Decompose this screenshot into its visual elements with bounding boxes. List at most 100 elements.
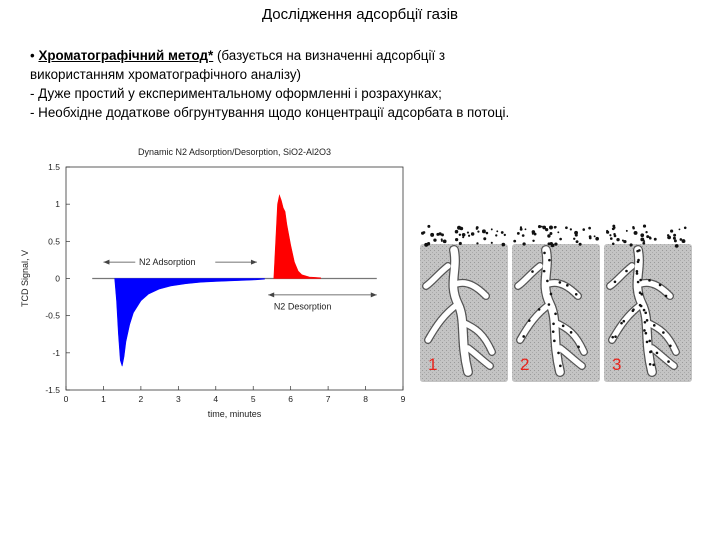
adsorbed-molecule: [559, 364, 562, 368]
gas-molecule: [640, 237, 645, 242]
gas-molecule: [421, 231, 425, 235]
adsorbed-molecule: [557, 351, 560, 355]
gas-molecule: [490, 241, 493, 244]
gas-molecule: [573, 237, 576, 240]
gas-molecule: [646, 235, 650, 239]
gas-molecule: [438, 232, 442, 236]
gas-molecule: [547, 242, 551, 246]
gas-molecule: [477, 230, 480, 233]
gas-molecule: [613, 234, 617, 238]
y-tick-label: -1: [52, 348, 60, 358]
adsorbed-molecule: [635, 272, 639, 275]
gas-molecule: [522, 242, 526, 246]
pore-branch: [607, 263, 635, 289]
desorption-arrowhead-left: [268, 292, 275, 298]
gas-molecule: [427, 243, 430, 246]
gas-molecule: [496, 230, 499, 233]
text-line-2: використанням хроматографічного аналізу): [30, 67, 302, 82]
adsorbed-molecule: [613, 280, 617, 284]
y-tick-label: 0.5: [48, 236, 60, 246]
y-tick-label: 1.5: [48, 162, 60, 172]
adsorbed-molecule: [658, 283, 662, 287]
gas-molecule: [621, 239, 624, 242]
adsorbed-molecule: [527, 319, 531, 322]
gas-molecule: [666, 234, 670, 237]
x-tick-label: 9: [401, 394, 406, 404]
adsorbed-molecule: [636, 280, 640, 284]
gas-molecule: [470, 232, 475, 236]
text-line-4: - Необхідне додаткове обгрунтування щодо…: [30, 105, 510, 120]
gas-molecule: [643, 240, 646, 243]
adsorbed-molecule: [642, 308, 646, 312]
x-tick-label: 3: [176, 394, 181, 404]
x-tick-label: 2: [139, 394, 144, 404]
gas-molecule: [441, 233, 444, 237]
gas-molecule: [679, 238, 683, 241]
x-tick-label: 0: [64, 394, 69, 404]
gas-molecule: [670, 229, 674, 233]
adsorption-label-bg: [135, 254, 216, 271]
pore-branch: [453, 280, 489, 299]
gas-molecule: [648, 236, 651, 239]
x-tick-label: 8: [363, 394, 368, 404]
gas-molecule: [596, 238, 599, 241]
adsorbed-molecule: [637, 258, 640, 262]
gas-molecule: [433, 238, 437, 242]
pore-branch: [649, 345, 677, 369]
x-tick-label: 7: [326, 394, 331, 404]
adsorbed-molecule: [655, 351, 659, 355]
gas-molecule: [519, 227, 523, 231]
gas-molecule: [673, 233, 677, 237]
pore-branch: [425, 301, 461, 343]
adsorbed-molecule: [552, 322, 555, 326]
gas-molecule: [537, 225, 542, 229]
gas-molecule: [476, 242, 479, 245]
adsorbed-molecule: [620, 321, 623, 325]
adsorbed-molecule: [667, 360, 670, 363]
gas-molecule: [483, 237, 487, 241]
gas-molecule: [588, 236, 592, 240]
panel-label: 3: [612, 355, 621, 374]
tcd-signal-chart: Dynamic N2 Adsorption/Desorption, SiO2-A…: [20, 147, 406, 419]
pore-branch: [423, 263, 451, 289]
adsorbed-molecule: [549, 292, 553, 296]
gas-molecule: [532, 239, 535, 243]
adsorbed-molecule: [638, 291, 642, 295]
pore-panel: 3: [604, 224, 692, 382]
gas-molecule: [683, 226, 687, 230]
gas-molecule: [609, 237, 613, 240]
adsorbed-molecule: [537, 308, 541, 311]
gas-molecule: [642, 241, 646, 245]
gas-molecule: [503, 233, 506, 237]
gas-molecule: [521, 234, 525, 237]
gas-molecule: [593, 235, 596, 238]
gas-molecule: [653, 237, 657, 241]
gas-molecule: [645, 231, 648, 234]
gas-molecule: [640, 233, 645, 238]
gas-molecule: [578, 242, 582, 246]
adsorbed-molecule: [643, 329, 646, 332]
adsorption-arrowhead-left: [103, 259, 110, 265]
gas-molecule: [531, 232, 534, 235]
x-tick-label: 5: [251, 394, 256, 404]
gas-molecule: [540, 225, 543, 228]
gas-molecule: [574, 230, 578, 235]
y-tick-label: 0: [55, 274, 60, 284]
gas-molecule: [569, 228, 572, 231]
gas-molecule: [458, 233, 462, 236]
y-axis-label: TCD Signal, V: [20, 250, 30, 307]
gas-molecule: [481, 229, 486, 234]
adsorbed-molecule: [669, 344, 672, 348]
pore-panel: 1: [420, 224, 508, 382]
gas-molecule: [485, 231, 489, 235]
pore-branch: [517, 301, 553, 343]
adsorbed-molecule: [558, 281, 562, 284]
gas-molecule: [557, 231, 560, 234]
pore-branch: [465, 345, 493, 369]
pore-branch: [459, 319, 495, 355]
adsorbed-molecule: [648, 362, 652, 366]
gas-molecule: [673, 239, 677, 243]
gas-molecule: [430, 232, 435, 237]
gas-molecule: [454, 229, 459, 234]
gas-molecule: [672, 236, 676, 240]
